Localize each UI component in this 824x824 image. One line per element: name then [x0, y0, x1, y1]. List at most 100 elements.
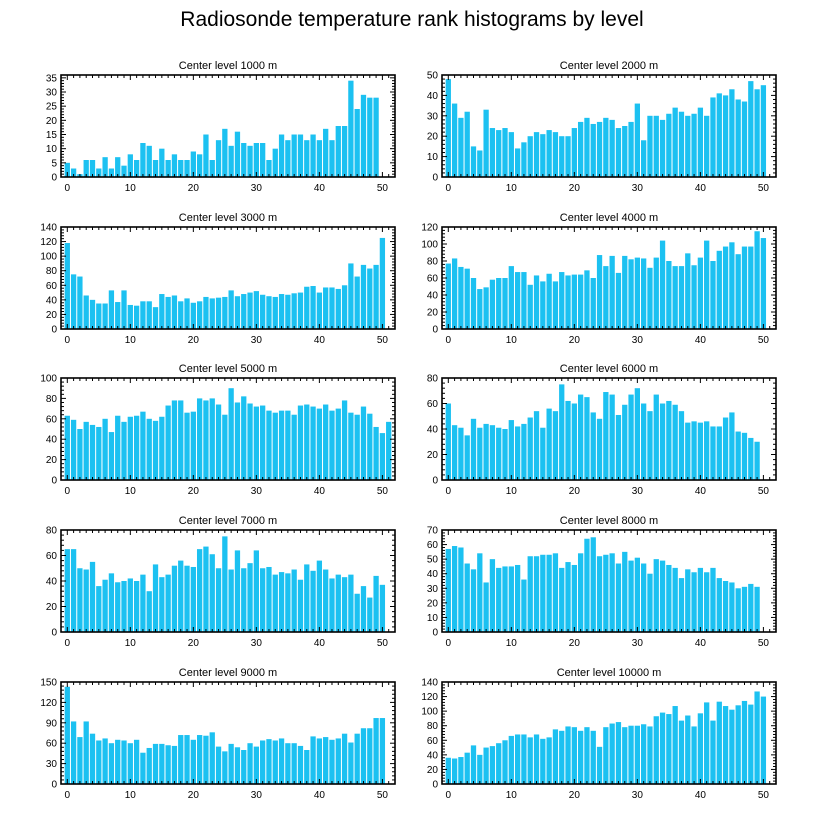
bar	[672, 404, 678, 480]
bar	[489, 425, 496, 480]
bar	[297, 579, 304, 632]
bar	[477, 427, 483, 480]
bar	[571, 403, 577, 480]
bar	[304, 286, 310, 329]
bar	[622, 126, 628, 177]
bar	[653, 394, 659, 480]
x-tick-label: 50	[377, 790, 389, 801]
bar	[335, 408, 341, 480]
x-tick-label: 20	[569, 183, 581, 194]
bar	[96, 586, 102, 632]
bar	[323, 737, 329, 784]
bar	[628, 394, 634, 480]
bar	[533, 411, 540, 480]
bar	[310, 406, 316, 480]
bar	[672, 706, 678, 784]
bar	[367, 97, 373, 177]
bar	[266, 410, 272, 480]
bar	[678, 266, 685, 329]
bar	[348, 412, 354, 480]
bar	[691, 572, 697, 632]
bar	[285, 294, 291, 329]
bar	[373, 97, 379, 177]
bar	[470, 278, 477, 329]
bar	[70, 274, 77, 329]
bar	[234, 296, 241, 329]
bar	[754, 231, 760, 329]
subplot-title: Center level 2000 m	[560, 60, 658, 72]
bar	[203, 735, 209, 784]
bar	[691, 265, 697, 329]
bar	[622, 551, 628, 632]
bar	[260, 405, 266, 480]
plot-frame	[441, 74, 777, 178]
x-tick-label: 20	[569, 638, 581, 649]
bar	[533, 734, 540, 784]
y-tick-label: 0	[432, 476, 438, 487]
bar	[354, 733, 360, 784]
bar	[615, 414, 622, 480]
bar	[445, 263, 451, 329]
y-tick-label: 60	[427, 274, 439, 285]
y-tick-label: 60	[427, 540, 439, 551]
x-tick-label: 50	[377, 638, 389, 649]
x-tick-label: 40	[314, 486, 326, 497]
bar	[754, 691, 760, 784]
bar	[710, 97, 716, 177]
bar	[171, 295, 178, 329]
bar	[115, 157, 121, 177]
bar	[458, 547, 464, 632]
x-tick-label: 0	[446, 335, 452, 346]
bar	[386, 421, 392, 480]
bar	[559, 567, 565, 632]
bar	[729, 242, 735, 329]
bar	[102, 738, 108, 784]
bar	[278, 572, 285, 632]
x-tick-label: 10	[125, 335, 137, 346]
bar	[451, 103, 458, 177]
bar	[360, 94, 367, 177]
bar	[196, 398, 203, 480]
bar	[596, 746, 603, 784]
x-tick-label: 30	[251, 183, 263, 194]
bar	[83, 421, 89, 480]
bar	[697, 107, 704, 177]
bar	[748, 81, 754, 177]
bar	[115, 415, 121, 480]
bar	[77, 276, 83, 329]
bar	[596, 418, 603, 480]
x-tick-label: 30	[632, 486, 644, 497]
bar	[323, 287, 329, 329]
bar	[228, 388, 234, 480]
x-tick-label: 0	[65, 335, 71, 346]
bar	[247, 145, 253, 177]
y-tick-label: 50	[427, 71, 439, 82]
subplot-title: Center level 10000 m	[557, 667, 662, 679]
bar	[489, 746, 496, 784]
bar	[641, 140, 647, 177]
bar	[316, 292, 323, 329]
bar	[678, 111, 685, 177]
x-tick-label: 30	[632, 638, 644, 649]
y-tick-label: 0	[51, 476, 57, 487]
bar	[735, 254, 741, 329]
bar	[209, 160, 215, 177]
bar	[133, 581, 140, 632]
bar	[672, 266, 678, 329]
bar	[741, 246, 748, 329]
bar	[234, 402, 241, 480]
bar	[190, 566, 196, 632]
bar	[659, 240, 666, 329]
bar	[140, 574, 146, 633]
x-tick-label: 10	[506, 486, 518, 497]
bar	[329, 739, 335, 784]
bar	[341, 577, 348, 632]
x-tick-label: 0	[65, 638, 71, 649]
bar	[70, 168, 77, 177]
bar	[483, 109, 489, 177]
y-tick-label: 120	[40, 237, 57, 248]
x-tick-label: 30	[632, 183, 644, 194]
x-tick-label: 30	[251, 638, 263, 649]
y-tick-label: 40	[46, 295, 58, 306]
x-tick-label: 50	[758, 790, 770, 801]
